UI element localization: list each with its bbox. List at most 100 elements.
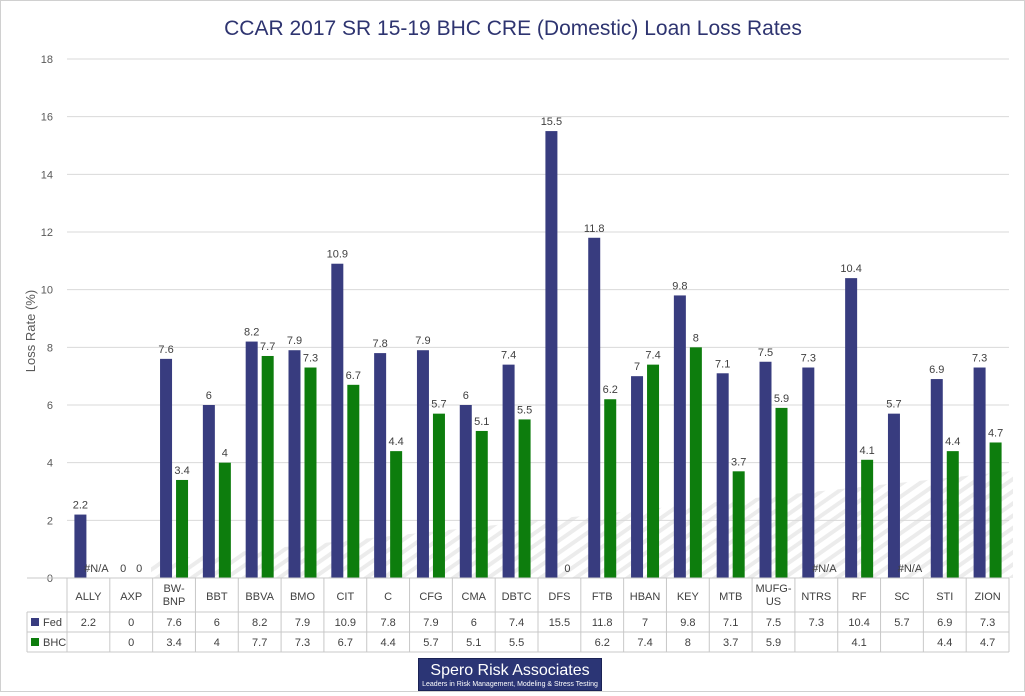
data-label-fed: 7.5 — [758, 347, 773, 359]
data-label-bhc: 3.7 — [731, 456, 746, 468]
table-cell-bhc: 3.7 — [723, 637, 738, 649]
data-label-fed: 10.9 — [327, 249, 348, 261]
bar-bhc — [390, 451, 403, 578]
data-label-fed: 7.3 — [801, 353, 816, 365]
legend-label-fed: Fed — [43, 617, 62, 629]
table-cell-bhc: 4.4 — [380, 637, 395, 649]
y-tick-label: 6 — [47, 400, 53, 412]
data-label-bhc: 4.1 — [859, 445, 874, 457]
y-tick-label: 8 — [47, 342, 53, 354]
table-cell-bhc: 5.7 — [423, 637, 438, 649]
bar-fed — [288, 350, 301, 578]
category-label: BBT — [206, 591, 228, 603]
data-label-bhc: 6.7 — [346, 370, 361, 382]
bar-fed — [374, 353, 387, 578]
table-cell-fed: 7.9 — [295, 617, 310, 629]
table-cell-bhc: 4 — [214, 637, 220, 649]
bar-fed — [245, 341, 258, 578]
table-cell-fed: 0 — [128, 617, 134, 629]
category-label: US — [766, 596, 781, 608]
bar-fed — [416, 350, 429, 578]
bar-bhc — [218, 462, 231, 578]
bar-fed — [759, 361, 772, 578]
bar-bhc — [432, 413, 445, 578]
category-label: SC — [894, 591, 909, 603]
legend-key-bhc — [31, 638, 39, 646]
data-label-fed: 7.9 — [415, 335, 430, 347]
data-label-fed: 0 — [120, 563, 126, 575]
data-label-bhc: 0 — [564, 563, 570, 575]
legend-key-fed — [31, 618, 39, 626]
table-cell-bhc: 8 — [685, 637, 691, 649]
data-label-fed: 8.2 — [244, 327, 259, 339]
category-label: MTB — [719, 591, 742, 603]
table-cell-fed: 7.6 — [166, 617, 181, 629]
bar-bhc — [946, 451, 959, 578]
bar-bhc — [347, 384, 360, 578]
bar-bhc — [989, 442, 1002, 578]
data-label-bhc: 5.9 — [774, 393, 789, 405]
y-tick-label: 0 — [47, 573, 53, 585]
data-label-bhc: 8 — [693, 332, 699, 344]
data-label-bhc: 7.7 — [260, 341, 275, 353]
category-label: AXP — [120, 591, 142, 603]
data-label-fed: 15.5 — [541, 116, 562, 128]
chart-title: CCAR 2017 SR 15-19 BHC CRE (Domestic) Lo… — [224, 17, 802, 40]
decorative-band — [151, 471, 1013, 578]
table-cell-fed: 6.9 — [937, 617, 952, 629]
bar-bhc — [304, 367, 317, 578]
bar-bhc — [604, 399, 617, 578]
table-cell-bhc: 6.7 — [338, 637, 353, 649]
data-label-fed: 9.8 — [672, 280, 687, 292]
bar-fed — [973, 367, 986, 578]
table-cell-fed: 7.9 — [423, 617, 438, 629]
y-tick-label: 4 — [47, 458, 53, 470]
category-label: CMA — [462, 591, 487, 603]
data-label-bhc: 5.1 — [474, 416, 489, 428]
bar-fed — [887, 413, 900, 578]
table-cell-bhc: 4.4 — [937, 637, 952, 649]
table-cell-bhc: 6.2 — [595, 637, 610, 649]
category-label: NTRS — [801, 591, 831, 603]
bar-bhc — [176, 479, 189, 578]
category-label: HBAN — [630, 591, 661, 603]
table-cell-fed: 7.3 — [809, 617, 824, 629]
watermark-logo: Spero Risk Associates Leaders in Risk Ma… — [418, 658, 602, 691]
data-label-bhc: #N/A — [898, 563, 923, 575]
data-label-bhc: 6.2 — [603, 384, 618, 396]
y-tick-label: 12 — [41, 227, 53, 239]
bar-bhc — [861, 459, 874, 578]
data-label-fed: 10.4 — [840, 263, 861, 275]
bar-bhc — [518, 419, 531, 578]
bar-fed — [202, 405, 215, 578]
bar-bhc — [475, 430, 488, 578]
table-cell-fed: 8.2 — [252, 617, 267, 629]
data-label-fed: 7.4 — [501, 350, 516, 362]
table-cell-bhc: 7.4 — [637, 637, 652, 649]
data-label-bhc: 7.3 — [303, 353, 318, 365]
data-label-bhc: 0 — [136, 563, 142, 575]
data-label-fed: 7.9 — [287, 335, 302, 347]
bar-fed — [502, 364, 515, 578]
bar-fed — [631, 376, 644, 578]
data-label-fed: 6 — [206, 390, 212, 402]
y-tick-label: 10 — [41, 285, 53, 297]
bar-fed — [802, 367, 815, 578]
legend-label-bhc: BHC — [43, 637, 66, 649]
category-label: ALLY — [75, 591, 102, 603]
data-label-bhc: 4.7 — [988, 427, 1003, 439]
category-label: FTB — [592, 591, 613, 603]
data-label-fed: 7.6 — [158, 344, 173, 356]
category-label: BW- — [163, 583, 185, 595]
bar-fed — [588, 237, 601, 578]
category-label: MUFG- — [755, 583, 791, 595]
y-tick-label: 2 — [47, 515, 53, 527]
category-label: CFG — [419, 591, 442, 603]
table-cell-bhc: 5.9 — [766, 637, 781, 649]
bar-fed — [716, 373, 729, 578]
bar-bhc — [732, 471, 745, 578]
y-tick-label: 14 — [41, 169, 53, 181]
data-label-bhc: 3.4 — [174, 465, 189, 477]
